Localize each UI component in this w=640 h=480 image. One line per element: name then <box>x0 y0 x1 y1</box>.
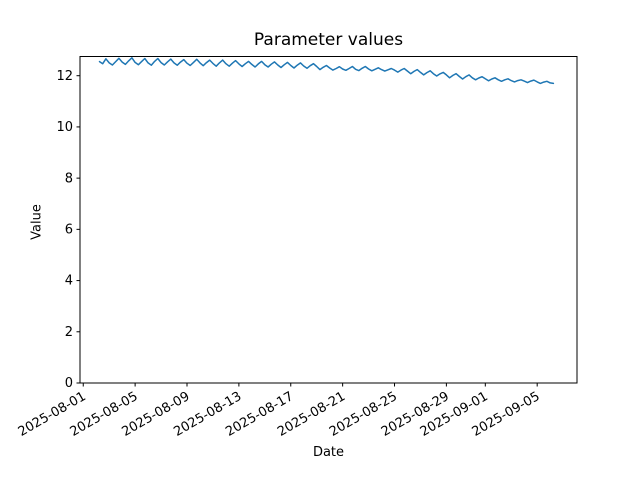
y-axis-label: Value <box>29 204 45 240</box>
chart-title: Parameter values <box>253 30 404 50</box>
y-tick-label: 10 <box>56 120 73 135</box>
series-line <box>98 57 555 85</box>
y-tick-label: 4 <box>65 274 73 289</box>
y-tick-label: 12 <box>56 69 73 84</box>
x-axis-label: Date <box>312 445 345 460</box>
y-tick-label: 8 <box>65 171 73 186</box>
y-tick-label: 0 <box>65 376 73 391</box>
y-tick-label: 6 <box>65 223 73 238</box>
axes-frame <box>79 56 578 384</box>
y-tick-label: 2 <box>65 325 73 340</box>
